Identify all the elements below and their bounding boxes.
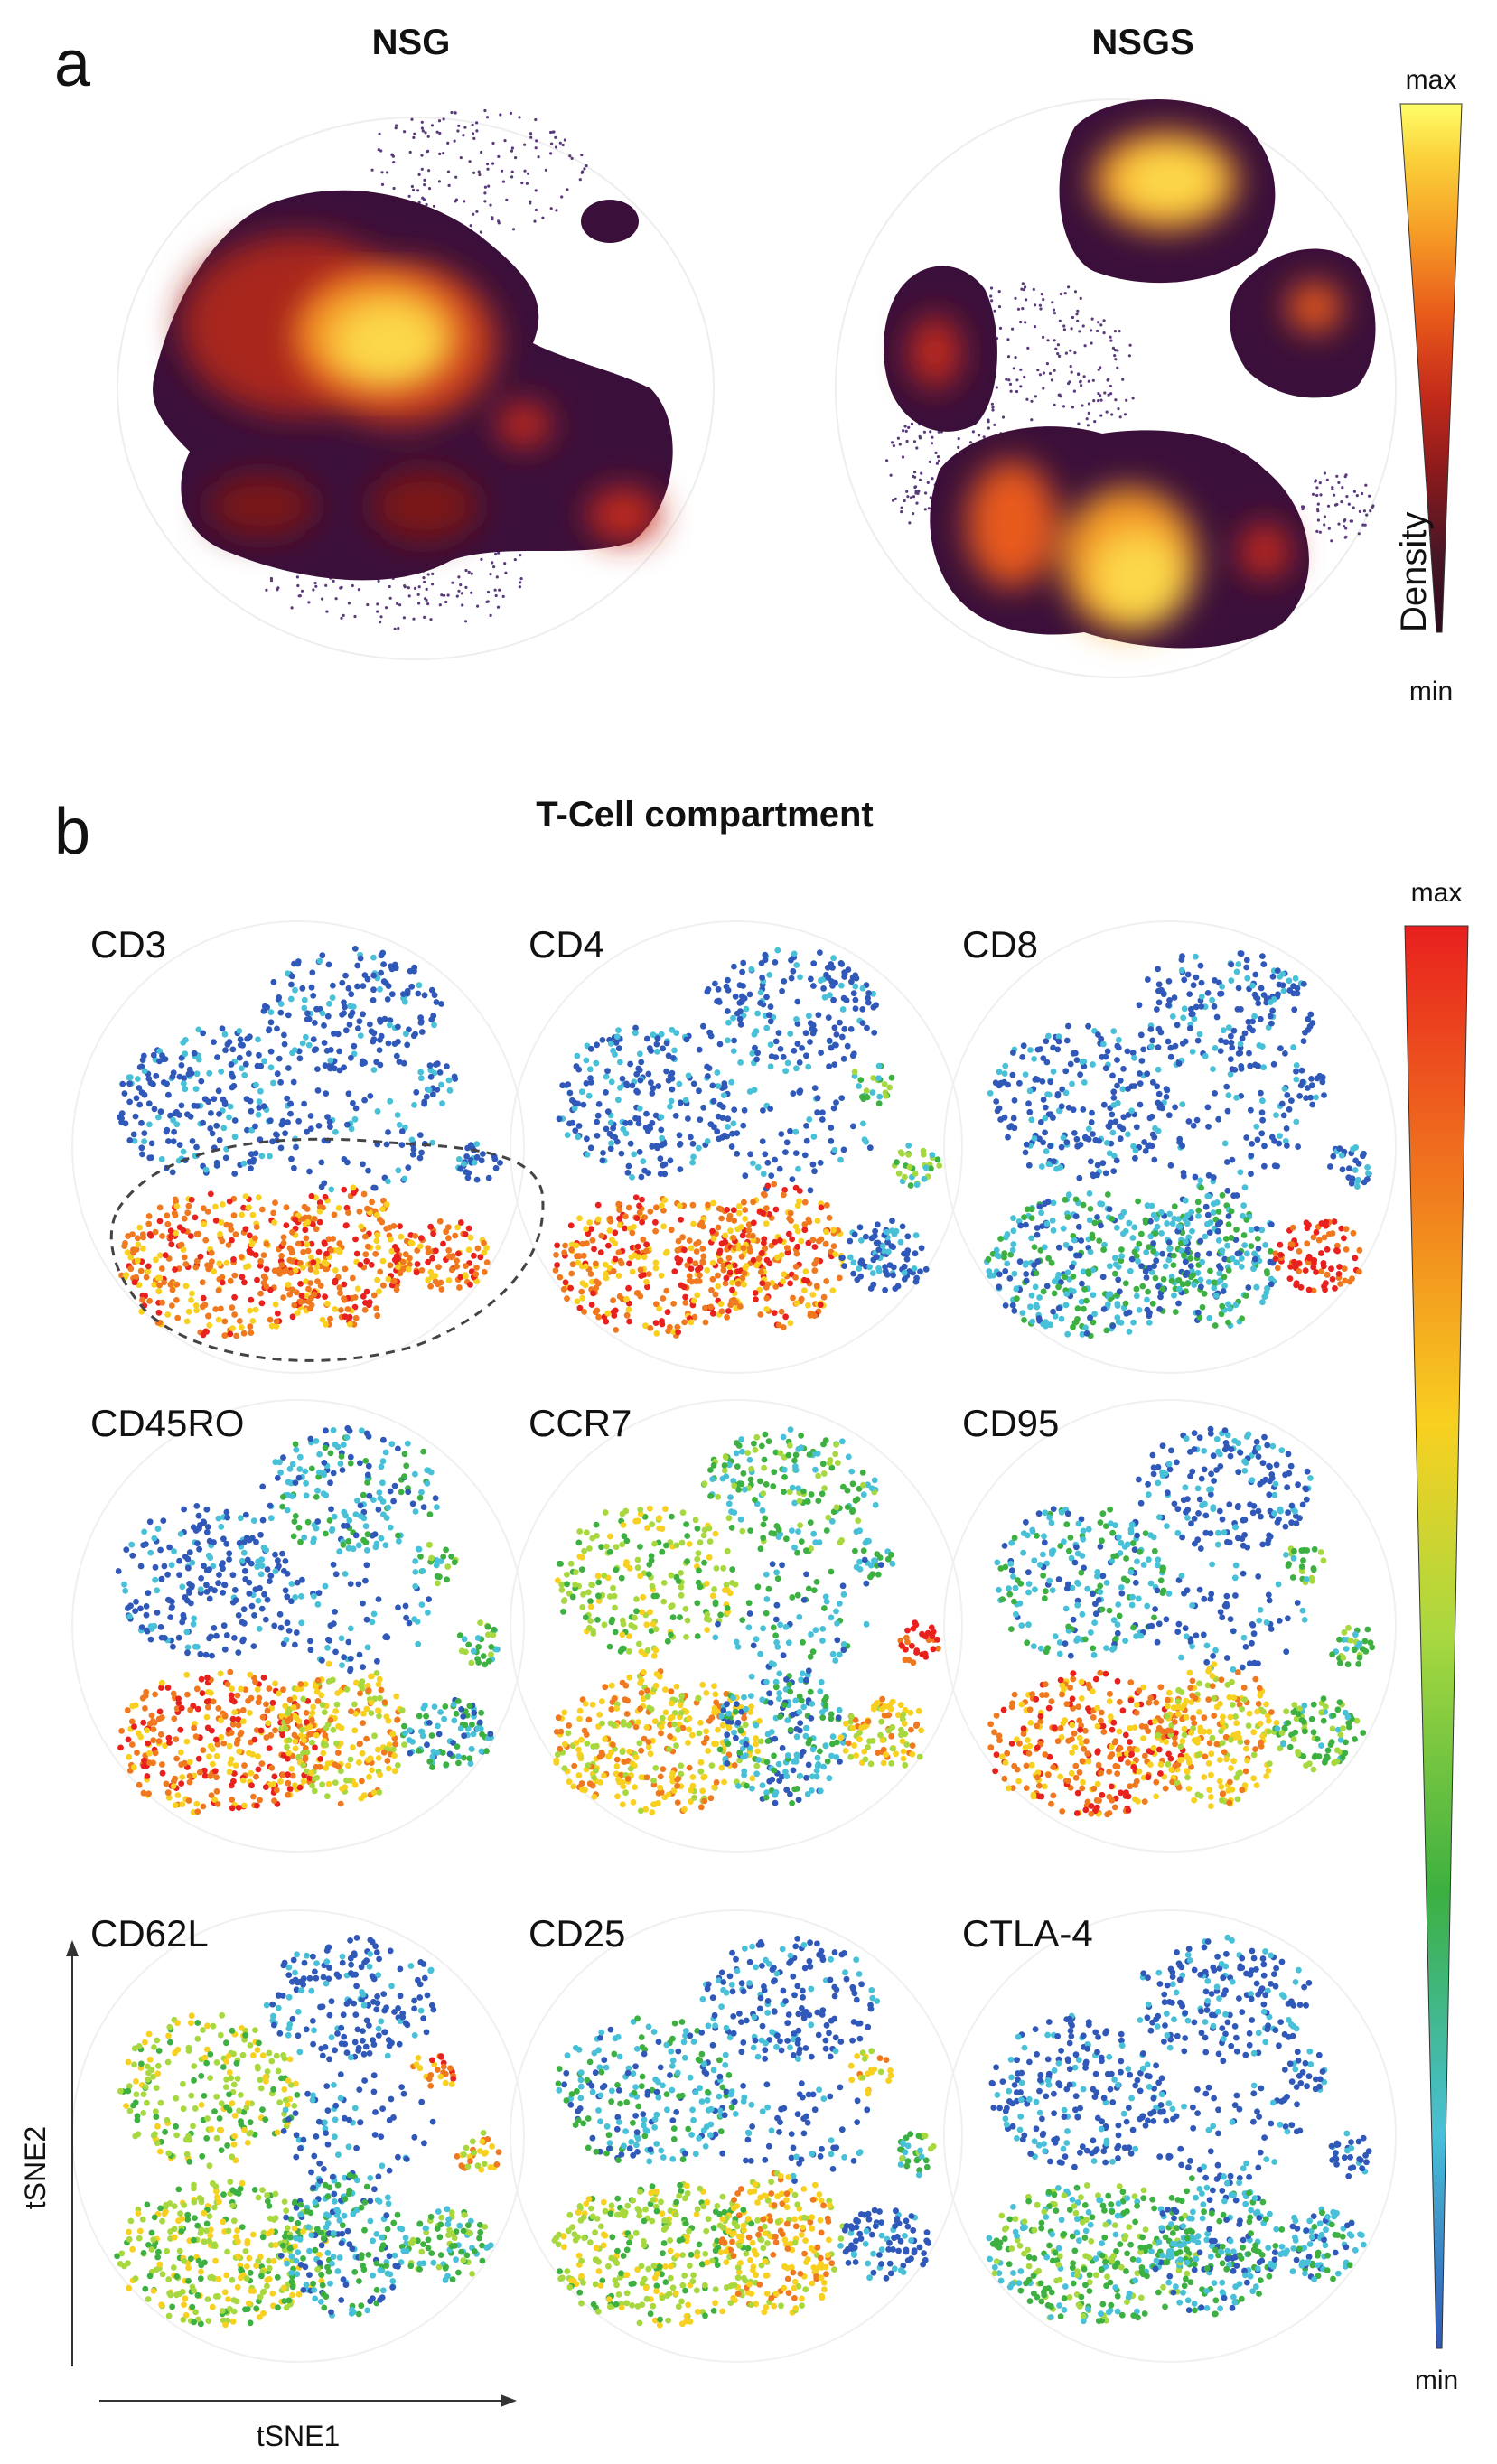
marker-label-cd8: CD8 — [962, 923, 1038, 966]
cd3-tcell-gate — [109, 1137, 545, 1362]
tsne-plot-outline — [71, 1399, 525, 1853]
tsne-cell-points — [552, 947, 943, 1339]
tsne-marker-grid: CD3 CD4 CD8 CD45RO CCR7 CD95 CD62L CD25 CTLA-4 — [71, 920, 1397, 2363]
tsne-plot-cd45ro: CD45RO — [71, 1399, 525, 1853]
density-colorbar-wedge — [1399, 103, 1463, 633]
nsgs-core-bottom-yellow — [1093, 533, 1184, 623]
nsg-blob-lower-right — [587, 488, 660, 542]
tsne1-label: tSNE1 — [257, 2420, 340, 2452]
marker-label-cd25: CD25 — [529, 1912, 625, 1955]
tsne-plot-ccr7: CCR7 — [510, 1399, 963, 1853]
nsg-blob-lower-mid — [370, 470, 479, 542]
nsgs-density-blobs — [884, 99, 1376, 649]
nsgs-core-left — [910, 316, 960, 388]
expression-min-label: min — [1415, 2366, 1458, 2395]
nsg-blob-small — [581, 200, 639, 243]
tsne-plot-cd95: CD95 — [943, 1399, 1397, 1853]
tsne-cell-points — [114, 1935, 502, 2329]
tsne-plot-cd8: CD8 — [943, 920, 1397, 1374]
nsgs-outline — [835, 98, 1397, 678]
marker-label-cd62l: CD62L — [90, 1912, 209, 1955]
tsne-plot-cd4: CD4 — [510, 920, 963, 1374]
tsne-plot-outline — [510, 1909, 963, 2363]
density-min-label: min — [1409, 677, 1453, 706]
nsgs-title: NSGS — [1091, 23, 1193, 62]
tsne-cell-points — [553, 1426, 941, 1815]
expression-colorbar-wedge — [1404, 925, 1469, 2349]
density-max-label: max — [1406, 65, 1457, 95]
tsne-cell-points — [983, 950, 1372, 1339]
tsne-plot-outline — [943, 1909, 1397, 2363]
tsne-plot-cd62l: CD62L — [71, 1909, 525, 2363]
density-colorbar: max min Density — [1394, 65, 1463, 706]
marker-label-cd3: CD3 — [90, 923, 166, 966]
tsne-plot-outline — [510, 920, 963, 1374]
nsgs-core-bottom-left — [967, 461, 1057, 587]
tsne2-arrow-icon — [66, 1940, 79, 1956]
nsg-blob-lower-left — [208, 474, 316, 537]
tsne-plot-outline — [510, 1399, 963, 1853]
expression-colorbar: max min — [1404, 878, 1469, 2395]
tsne-cell-points — [115, 1424, 501, 1815]
nsg-title: NSG — [372, 23, 451, 62]
tsne-plot-cd3: CD3 — [71, 920, 525, 1374]
marker-label-cd45ro: CD45RO — [90, 1402, 244, 1444]
tsne-plot-outline — [71, 920, 525, 1374]
marker-label-cd4: CD4 — [529, 923, 604, 966]
density-title: Density — [1394, 512, 1434, 632]
tsne2-label: tSNE2 — [19, 2126, 51, 2209]
marker-label-cd95: CD95 — [962, 1402, 1059, 1444]
tsne1-arrow-icon — [501, 2394, 517, 2407]
tsne-cell-points — [987, 1425, 1376, 1818]
nsg-core-yellow — [334, 303, 443, 384]
nsg-density-plot — [117, 108, 715, 660]
tsne-axes: tSNE2 tSNE1 — [19, 1940, 517, 2452]
panel-b-letter: b — [54, 796, 90, 868]
nsgs-density-plot — [835, 98, 1397, 678]
marker-label-ctla-4: CTLA-4 — [962, 1912, 1093, 1955]
tsne-plot-cd25: CD25 — [510, 1909, 963, 2363]
nsgs-core-right — [1287, 282, 1342, 332]
tsne-plot-ctla-4: CTLA-4 — [943, 1909, 1397, 2363]
tsne-cell-points — [117, 946, 503, 1339]
nsg-outline — [117, 117, 715, 660]
tsne-cell-points — [551, 1936, 937, 2329]
tcell-title: T-Cell compartment — [536, 795, 873, 835]
marker-label-ccr7: CCR7 — [529, 1402, 632, 1444]
nsgs-core-bottom-right — [1240, 524, 1290, 578]
expression-max-label: max — [1411, 878, 1463, 908]
tsne-plot-outline — [943, 920, 1397, 1374]
tsne-cell-points — [986, 1934, 1372, 2325]
nsgs-core-top-yellow — [1120, 149, 1220, 212]
nsg-blob-mid-right — [497, 402, 551, 447]
panel-a-letter: a — [54, 28, 91, 100]
nsg-density-blobs — [153, 190, 673, 581]
tsne-plot-outline — [943, 1399, 1397, 1853]
